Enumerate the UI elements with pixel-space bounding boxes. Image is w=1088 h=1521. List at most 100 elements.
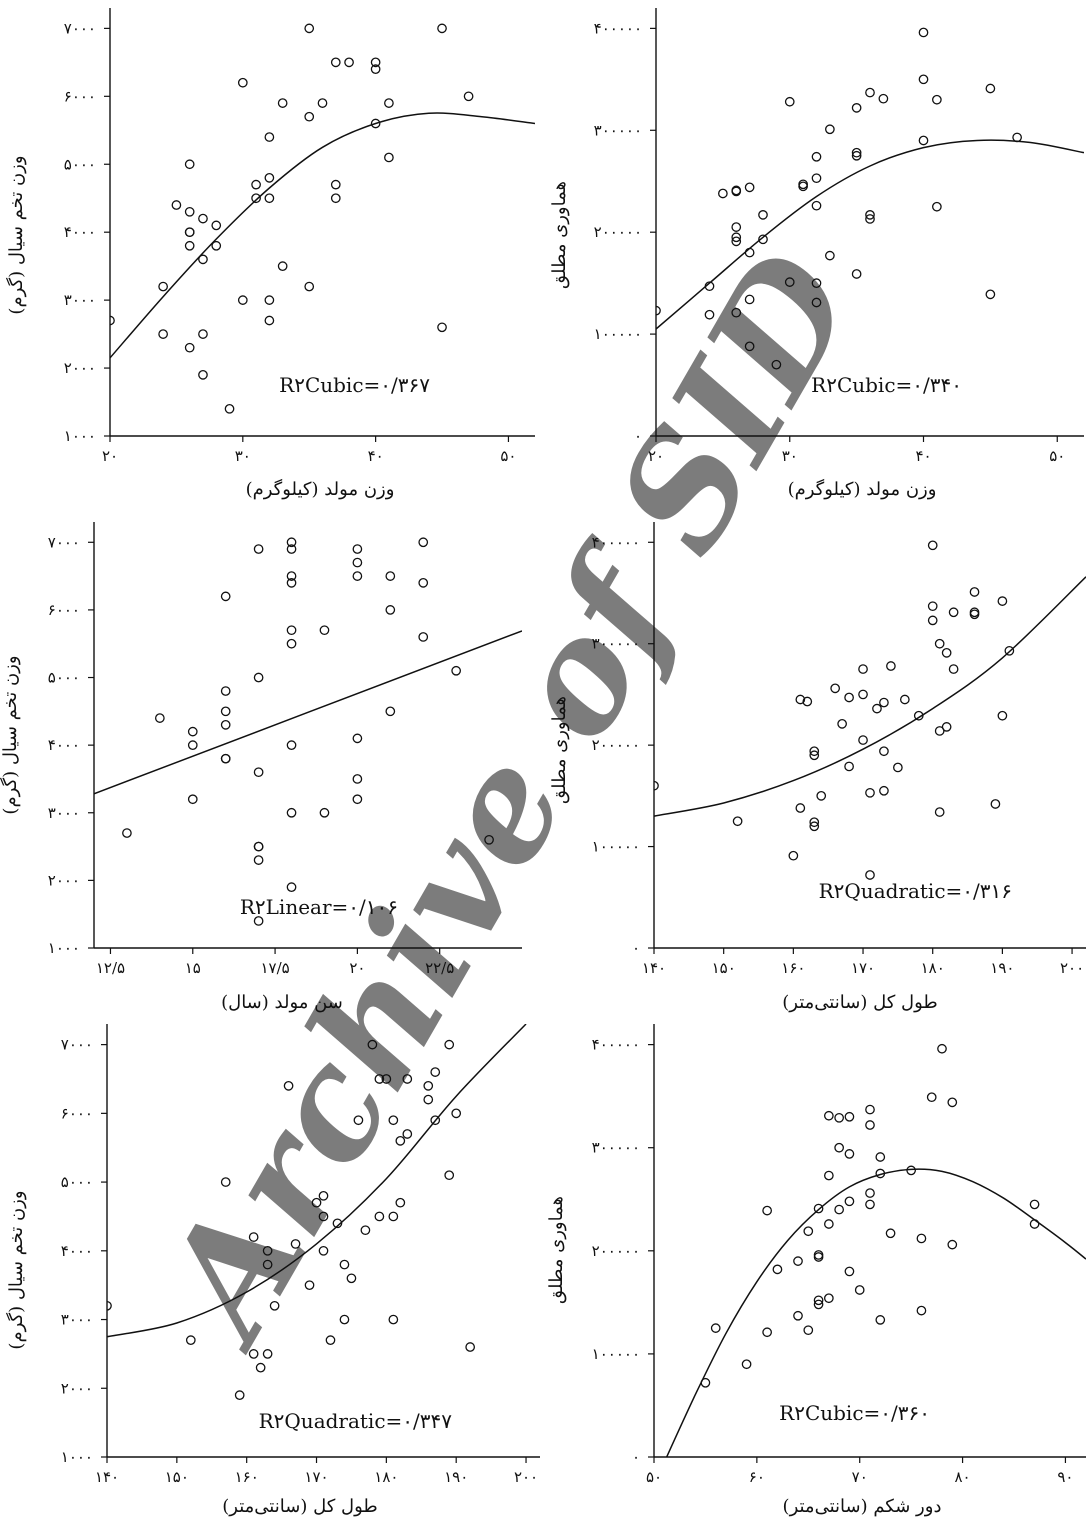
data-point xyxy=(262,1245,273,1256)
chart-panel-middle-right: ۱۴۰ ۱۵۰ ۱۶۰ ۱۷۰ ۱۸۰ ۱۹۰ ۲۰۰ ۰ ۱۰۰۰۰۰ ۲۰۰۰۰۰ ۳۰۰۰۰۰… xyxy=(549,522,1086,1013)
data-point xyxy=(198,329,208,339)
data-point xyxy=(704,309,715,320)
r-squared-annotation: R۲Linear=۰/۱۰۶ xyxy=(240,895,398,919)
data-point xyxy=(811,173,822,184)
x-tick-label: ۱۷۰ xyxy=(304,1468,328,1486)
data-point xyxy=(744,182,755,193)
data-point xyxy=(811,200,822,211)
data-point xyxy=(784,277,795,287)
data-point xyxy=(824,1293,834,1304)
y-tick-label: ۴۰۰۰۰۰ xyxy=(592,533,640,551)
data-point xyxy=(430,1115,441,1126)
data-point xyxy=(906,1165,916,1176)
x-tick-label: ۴۰ xyxy=(368,447,384,465)
data-point xyxy=(918,74,929,85)
data-point xyxy=(825,124,835,135)
data-point xyxy=(451,1108,462,1119)
data-point xyxy=(158,329,168,339)
data-point xyxy=(865,1199,875,1210)
data-point xyxy=(1029,1199,1040,1210)
data-point xyxy=(286,625,297,636)
data-point xyxy=(875,1315,886,1325)
data-point xyxy=(290,1239,301,1249)
data-point xyxy=(762,1327,772,1338)
x-axis-label: دور شکم (سانتی‌متر) xyxy=(783,1496,942,1517)
data-point xyxy=(941,722,952,732)
data-point xyxy=(758,234,768,245)
r-squared-annotation: R۲Cubic=۰/۳۶۰ xyxy=(779,1401,930,1425)
data-point xyxy=(171,200,182,210)
y-tick-label: ۱۰۰۰۰۰ xyxy=(592,838,640,856)
data-points xyxy=(654,540,1015,880)
data-point xyxy=(319,807,330,818)
x-tick-label: ۲۰ xyxy=(102,447,118,465)
chart-panel-top-left: ۲۰ ۳۰ ۴۰ ۵۰ ۱۰۰۰ ۲۰۰۰ ۳۰۰۰ ۴۰۰۰ ۵۰۰۰ ۶۰۰۰ ۷۰۰۰ R۲Cu… xyxy=(5,8,535,500)
data-point xyxy=(374,1211,385,1222)
data-point xyxy=(352,571,363,581)
data-point xyxy=(803,1226,814,1237)
data-point xyxy=(844,1266,855,1277)
data-point xyxy=(969,609,980,620)
data-point xyxy=(932,94,942,105)
data-point xyxy=(741,1359,752,1370)
x-tick-label: ۷۰ xyxy=(852,1468,868,1486)
data-point xyxy=(948,664,959,674)
x-tick-label: ۹۰ xyxy=(1057,1468,1073,1486)
data-point xyxy=(339,1314,350,1325)
data-point xyxy=(813,1203,824,1214)
x-tick-label: ۱۸۰ xyxy=(374,1468,398,1486)
x-tick-label: ۳۰ xyxy=(782,447,798,465)
data-point xyxy=(330,57,341,68)
x-tick-label: ۱۹۰ xyxy=(990,959,1014,977)
data-point xyxy=(824,1219,834,1229)
data-point xyxy=(418,537,429,548)
data-point xyxy=(844,1196,855,1207)
data-point xyxy=(851,269,862,279)
y-tick-label: ۴۰۰۰ xyxy=(61,1242,93,1260)
data-point xyxy=(744,341,755,352)
x-tick-label: ۲۰ xyxy=(349,959,365,977)
fit-curve xyxy=(94,630,522,795)
data-point xyxy=(918,27,929,38)
data-point xyxy=(916,1305,927,1316)
data-point xyxy=(926,1092,937,1103)
data-point xyxy=(370,57,381,68)
data-point xyxy=(255,1362,266,1373)
data-point xyxy=(318,1211,329,1222)
data-point xyxy=(370,118,381,129)
data-point xyxy=(927,601,938,612)
data-point xyxy=(385,605,396,615)
data-point xyxy=(402,1129,413,1139)
y-tick-label: ۰ xyxy=(634,427,642,445)
y-tick-label: ۲۰۰۰ xyxy=(64,359,96,377)
data-point xyxy=(809,817,820,828)
data-point xyxy=(879,785,889,796)
data-point xyxy=(851,150,862,161)
data-point xyxy=(656,305,661,316)
y-tick-label: ۷۰۰۰ xyxy=(48,533,80,551)
data-point xyxy=(451,665,462,676)
data-point xyxy=(352,794,363,805)
data-point xyxy=(184,206,195,217)
watermark: Archive of SID xyxy=(125,225,890,1374)
data-point xyxy=(253,841,264,852)
data-point xyxy=(370,64,381,74)
data-point xyxy=(484,834,494,845)
data-point xyxy=(184,240,195,251)
data-point xyxy=(844,1149,855,1159)
data-point xyxy=(927,615,938,626)
r-squared-annotation: R۲Cubic=۰/۳۶۷ xyxy=(279,373,430,397)
y-tick-label: ۲۰۰۰۰۰ xyxy=(592,1242,640,1260)
data-point xyxy=(248,1349,259,1359)
x-tick-label: ۶۰ xyxy=(749,1468,765,1486)
data-point xyxy=(367,1039,378,1050)
x-tick-label: ۵۰ xyxy=(646,1468,662,1486)
x-tick-label: ۸۰ xyxy=(955,1468,971,1486)
x-tick-label: ۵۰ xyxy=(1049,447,1065,465)
data-point xyxy=(185,1335,196,1346)
data-point xyxy=(264,193,275,204)
data-point xyxy=(251,179,261,190)
fit-curve xyxy=(107,1024,527,1338)
data-point xyxy=(402,1074,413,1084)
data-point xyxy=(762,1205,772,1216)
